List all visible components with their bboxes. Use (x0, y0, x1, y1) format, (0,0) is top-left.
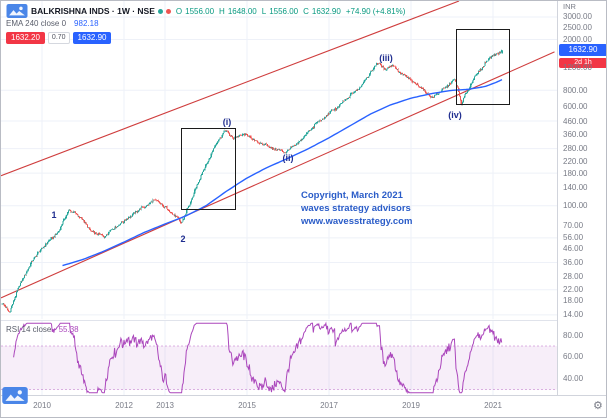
rsi-pane[interactable] (1, 321, 557, 395)
ohlc-low-value: 1556.00 (269, 6, 299, 16)
time-scale-axis[interactable]: 2010 2012 2013 2015 2017 2019 2021 (1, 395, 606, 417)
ema-indicator-value: 982.18 (74, 19, 99, 28)
price-tick-label: 28.00 (563, 272, 584, 281)
copyright-line-1: Copyright, March 2021 (301, 190, 403, 201)
price-tick-label: 46.00 (563, 244, 584, 253)
ohlc-high-label: H (219, 6, 225, 16)
wave-label-ii[interactable]: (ii) (282, 153, 294, 163)
bar-countdown-badge: 2d 1h (559, 58, 606, 68)
last-price-badge: 1632.90 (559, 44, 606, 56)
price-tick-label: 280.00 (563, 144, 588, 153)
price-pane[interactable] (1, 1, 557, 319)
price-tick-label: 3000.00 (563, 12, 592, 21)
legend-red-dot-icon[interactable] (165, 8, 171, 14)
year-tick-label: 2017 (320, 401, 338, 410)
wave-label-iv[interactable]: (iv) (448, 110, 462, 120)
year-tick-label: 2021 (484, 401, 502, 410)
ohlc-change-value: +74.90 (+4.81%) (345, 6, 406, 16)
price-tick-label: 14.00 (563, 310, 584, 319)
rsi-tick-label: 80.00 (563, 331, 584, 340)
rsi-tick-label: 60.00 (563, 352, 584, 361)
price-tick-label: 600.00 (563, 102, 588, 111)
ohlc-open-value: 1556.00 (185, 6, 215, 16)
price-tick-label: 56.00 (563, 233, 584, 242)
price-tick-label: 800.00 (563, 86, 588, 95)
price-tick-label: 360.00 (563, 130, 588, 139)
currency-label: INR (563, 2, 576, 11)
rectangle-drawing-1[interactable] (181, 128, 236, 210)
spread-value: 0.70 (47, 32, 70, 44)
price-tick-label: 22.00 (563, 285, 584, 294)
rsi-legend-value: 55.38 (58, 325, 79, 334)
watermark-image-icon-top (6, 4, 28, 18)
wave-label-1[interactable]: 1 (51, 210, 57, 220)
ohlc-low-label: L (261, 6, 267, 16)
ohlc-high-value: 1648.00 (227, 6, 257, 16)
price-tick-label: 2000.00 (563, 35, 592, 44)
price-tick-label: 220.00 (563, 157, 588, 166)
watermark-image-icon-bottom (2, 387, 28, 404)
price-tick-label: 70.00 (563, 221, 584, 230)
pane-separator[interactable] (1, 320, 557, 321)
year-tick-label: 2012 (115, 401, 133, 410)
symbol-legend: BALKRISHNA INDS · 1W · NSE O 1556.00 H 164… (6, 4, 405, 18)
ohlc-close-value: 1632.90 (311, 6, 341, 16)
settings-gear-icon[interactable]: ⚙ (593, 400, 603, 412)
ohlc-open-label: O (175, 6, 183, 16)
copyright-line-3: www.wavesstrategy.com (301, 216, 413, 227)
year-tick-label: 2019 (402, 401, 420, 410)
symbol-title[interactable]: BALKRISHNA INDS · 1W · NSE (31, 6, 155, 16)
year-tick-label: 2015 (238, 401, 256, 410)
ohlc-close-label: C (303, 6, 309, 16)
legend-green-dot-icon[interactable] (157, 8, 163, 14)
price-tick-label: 180.00 (563, 169, 588, 178)
buy-button[interactable]: 1632.90 (72, 32, 112, 44)
price-tick-label: 460.00 (563, 117, 588, 126)
rsi-legend-label[interactable]: RSI 14 close (6, 325, 52, 334)
price-scale-axis[interactable]: INR 1632.90 2d 1h 3000.00 2500.00 2000.00 1… (557, 1, 606, 395)
rsi-tick-label: 40.00 (563, 374, 584, 383)
year-tick-label: 2010 (33, 401, 51, 410)
price-tick-label: 100.00 (563, 201, 588, 210)
price-tick-label: 18.00 (563, 296, 584, 305)
indicator-legend[interactable]: EMA 240 close 0 982.18 (6, 19, 99, 28)
price-tick-label: 140.00 (563, 183, 588, 192)
order-panel: 1632.20 0.70 1632.90 (6, 32, 112, 44)
wave-label-2[interactable]: 2 (180, 234, 186, 244)
year-tick-label: 2013 (156, 401, 174, 410)
sell-button[interactable]: 1632.20 (6, 32, 45, 44)
wave-label-iii[interactable]: (iii) (379, 53, 393, 63)
copyright-line-2: waves strategy advisors (301, 203, 411, 214)
price-tick-label: 1200.00 (563, 63, 592, 72)
rectangle-drawing-2[interactable] (456, 29, 510, 105)
rsi-legend[interactable]: RSI 14 close 55.38 (6, 325, 79, 334)
wave-label-i[interactable]: (i) (222, 117, 232, 127)
copyright-watermark: Copyright, March 2021 waves strategy adv… (301, 189, 412, 228)
price-tick-label: 2500.00 (563, 23, 592, 32)
price-tick-label: 36.00 (563, 258, 584, 267)
ema-indicator-label[interactable]: EMA 240 close 0 (6, 19, 67, 28)
